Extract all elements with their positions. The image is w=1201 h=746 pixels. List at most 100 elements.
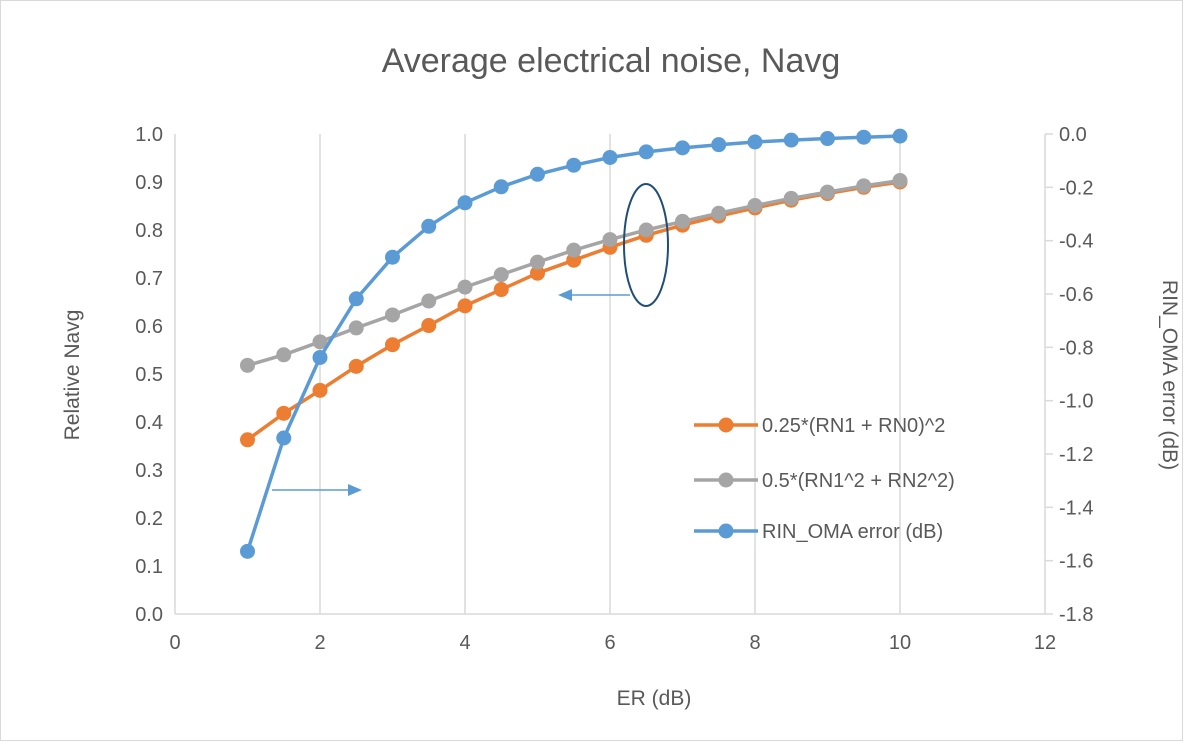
- y2-tick-label: -0.4: [1059, 231, 1093, 253]
- series-point: [747, 198, 763, 214]
- series-point: [240, 543, 255, 559]
- series-point: [530, 166, 545, 182]
- legend-entry: 0.5*(RN1^2 + RN2^2): [694, 470, 955, 492]
- series-point: [711, 205, 727, 221]
- series: [240, 128, 908, 559]
- series-point: [276, 405, 292, 421]
- series-point: [493, 267, 509, 283]
- series-point: [276, 430, 292, 446]
- series-point: [856, 178, 872, 194]
- series-2: [240, 173, 908, 373]
- legend-label: 0.25*(RN1 + RN0)^2: [762, 415, 945, 437]
- legend-swatch-marker: [718, 417, 734, 433]
- series-point: [240, 432, 255, 448]
- y-axis-label: Relative Navg: [61, 310, 84, 441]
- y2-tick-label: -1.6: [1059, 551, 1093, 573]
- series-point: [421, 218, 437, 234]
- y2-tick-label: -1.8: [1059, 604, 1093, 626]
- series-point: [892, 173, 908, 189]
- y-tick-label: 0.1: [135, 556, 163, 578]
- legend-swatch-marker: [718, 523, 734, 539]
- series-point: [602, 232, 618, 248]
- y-tick-label: 0.5: [135, 364, 163, 386]
- series-point: [385, 249, 400, 265]
- series-point: [856, 129, 872, 145]
- series-point: [457, 279, 473, 295]
- series-point: [566, 242, 582, 258]
- series-point: [892, 128, 908, 144]
- legend-entry: RIN_OMA error (dB): [694, 521, 943, 543]
- tick-labels: 0 2 4 6 8 10 12 0.0 0.1 0.2 0.3 0.4 0.5 0.6 0.7 0.8 0.9 1…: [135, 124, 1093, 654]
- legend-entry: 0.25*(RN1 + RN0)^2: [694, 415, 945, 437]
- series-point: [385, 337, 400, 353]
- series-3: [240, 128, 908, 559]
- series-point: [566, 157, 582, 173]
- series-point: [385, 307, 400, 323]
- series-point: [276, 347, 292, 363]
- legend: 0.25*(RN1 + RN0)^2 0.5*(RN1^2 + RN2^2) RIN…: [694, 415, 955, 543]
- series-point: [457, 298, 473, 314]
- series-point: [312, 349, 328, 365]
- series-point: [602, 149, 618, 165]
- series-point: [312, 334, 328, 350]
- y-tick-label: 0.7: [135, 268, 163, 290]
- series-point: [348, 320, 364, 336]
- series-point: [820, 184, 835, 200]
- x-tick-label: 4: [459, 632, 470, 654]
- x-tick-label: 10: [889, 632, 911, 654]
- series-point: [421, 318, 437, 334]
- axes: [174, 133, 1053, 615]
- y2-tick-label: 0.0: [1059, 124, 1087, 146]
- series-point: [675, 213, 690, 229]
- series-point: [493, 179, 509, 195]
- series-point: [530, 265, 545, 281]
- y-tick-label: 0.8: [135, 220, 163, 242]
- legend-swatch-marker: [718, 472, 734, 488]
- chart-title: Average electrical noise, Navg: [382, 42, 841, 80]
- x-tick-label: 2: [314, 632, 325, 654]
- annotation-arrowhead-right: [348, 484, 362, 496]
- y-tick-label: 1.0: [135, 124, 163, 146]
- y-tick-label: 0.0: [135, 604, 163, 626]
- y2-tick-label: -1.2: [1059, 444, 1093, 466]
- series-point: [675, 140, 690, 156]
- series-point: [493, 282, 509, 298]
- series-point: [820, 131, 835, 147]
- y-tick-label: 0.9: [135, 172, 163, 194]
- annotations: [272, 183, 669, 496]
- y2-tick-label: -0.8: [1059, 337, 1093, 359]
- annotation-ellipse: [623, 183, 669, 307]
- x-tick-label: 8: [749, 632, 760, 654]
- y2-tick-label: -0.6: [1059, 284, 1093, 306]
- y-tick-label: 0.6: [135, 316, 163, 338]
- series-point: [711, 137, 727, 153]
- y2-axis-label: RIN_OMA error (dB): [1158, 280, 1181, 470]
- x-tick-label: 6: [604, 632, 615, 654]
- x-axis-label: ER (dB): [617, 687, 692, 710]
- legend-label: RIN_OMA error (dB): [762, 521, 943, 543]
- series-point: [747, 134, 763, 150]
- series-point: [638, 222, 654, 238]
- y2-tick-label: -1.4: [1059, 497, 1093, 519]
- y-tick-label: 0.4: [135, 412, 163, 434]
- legend-label: 0.5*(RN1^2 + RN2^2): [762, 470, 955, 492]
- series-point: [348, 358, 364, 374]
- series-point: [783, 132, 799, 148]
- y-tick-label: 0.2: [135, 508, 163, 530]
- series-point: [530, 254, 545, 270]
- y-tick-label: 0.3: [135, 460, 163, 482]
- series-point: [783, 190, 799, 206]
- series-point: [348, 291, 364, 307]
- series-point: [240, 357, 255, 373]
- series-point: [638, 144, 654, 160]
- chart-border: [0, 0, 1183, 741]
- series-point: [421, 293, 437, 309]
- x-tick-label: 12: [1034, 632, 1056, 654]
- y2-tick-label: -0.2: [1059, 177, 1093, 199]
- series-point: [312, 382, 328, 398]
- x-tick-label: 0: [169, 632, 180, 654]
- annotation-arrowhead-left: [558, 289, 572, 301]
- series-point: [457, 195, 473, 211]
